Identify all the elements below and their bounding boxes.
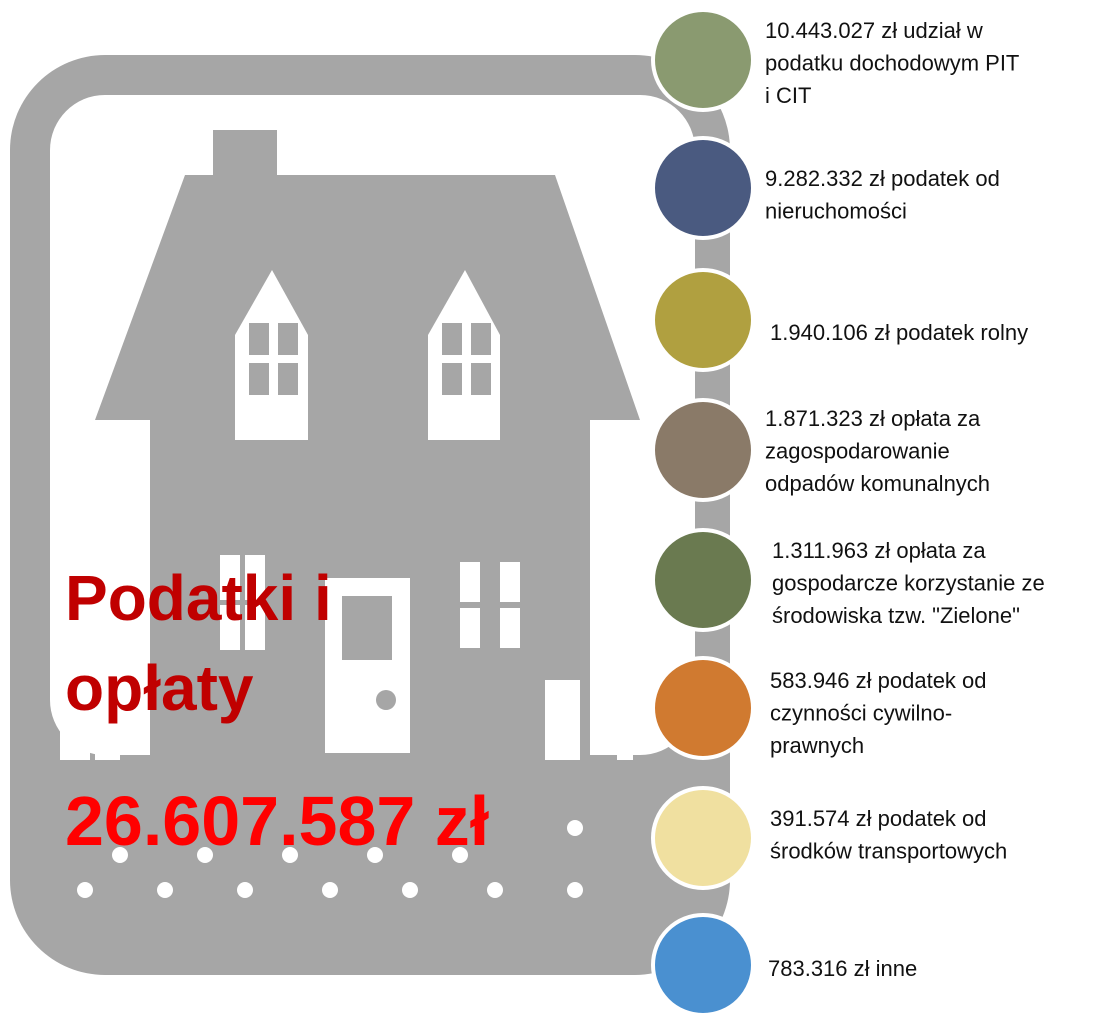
item-text: środowiska tzw. "Zielone" <box>772 603 1020 628</box>
item-list: 10.443.027 zł udział w podatku dochodowym… <box>765 18 1045 981</box>
item-text: podatku dochodowym PIT <box>765 51 1019 76</box>
item-text: odpadów komunalnych <box>765 471 990 496</box>
item-text: 583.946 zł podatek od <box>770 668 987 693</box>
item-text: 10.443.027 zł udział w <box>765 18 983 43</box>
item-text: i CIT <box>765 83 811 108</box>
item-text: nieruchomości <box>765 199 907 224</box>
infographic: Podatki i opłaty 26.607.587 zł 10.443.02… <box>0 0 1106 1016</box>
item-text: 1.940.106 zł podatek rolny <box>770 320 1028 345</box>
item-text: prawnych <box>770 733 864 758</box>
item-text: 1.311.963 zł opłata za <box>772 538 986 563</box>
title-line: Podatki i <box>65 562 332 634</box>
item-text: środków transportowych <box>770 839 1007 864</box>
item-text: 1.871.323 zł opłata za <box>765 406 981 431</box>
item-text: 783.316 zł inne <box>768 956 917 981</box>
item-text: gospodarcze korzystanie ze <box>772 571 1045 596</box>
total: 26.607.587 zł <box>65 782 489 860</box>
item-text: zagospodarowanie <box>765 439 950 464</box>
title-line: opłaty <box>65 652 254 724</box>
item-text: 9.282.332 zł podatek od <box>765 166 1000 191</box>
item-text: 391.574 zł podatek od <box>770 806 987 831</box>
item-text: czynności cywilno- <box>770 701 952 726</box>
